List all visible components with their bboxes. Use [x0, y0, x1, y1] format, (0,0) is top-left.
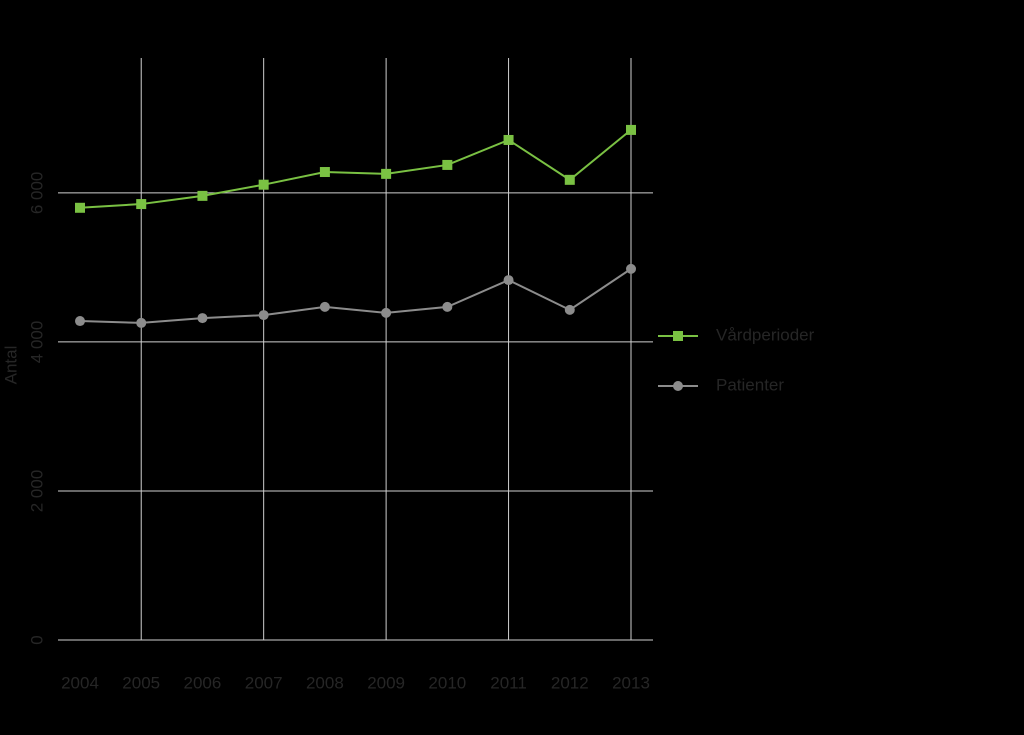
legend-label: Vårdperioder [716, 325, 815, 344]
y-tick-label: 4 000 [27, 321, 46, 364]
legend-marker [673, 381, 683, 391]
x-tick-label: 2008 [306, 673, 344, 692]
x-tick-label: 2007 [245, 673, 283, 692]
x-tick-label: 2006 [184, 673, 222, 692]
x-tick-label: 2013 [612, 673, 650, 692]
y-tick-label: 0 [27, 635, 46, 644]
point [564, 174, 575, 185]
point [381, 168, 392, 179]
x-tick-label: 2011 [490, 673, 527, 692]
y-axis-label: Antal [1, 346, 20, 385]
x-tick-label: 2005 [122, 673, 160, 692]
point [197, 190, 208, 201]
point [442, 301, 453, 312]
line [79, 129, 632, 209]
point [258, 179, 269, 190]
point [626, 124, 636, 135]
point [626, 263, 636, 274]
legend-label: Patienter [716, 375, 784, 394]
x-tick-label: 2010 [428, 673, 466, 692]
point [197, 313, 208, 324]
point [503, 134, 514, 145]
y-tick-label: 6 000 [27, 172, 46, 215]
point [136, 199, 147, 210]
point [319, 301, 330, 312]
point [381, 307, 392, 318]
point [319, 167, 330, 178]
point [442, 159, 453, 170]
point [564, 304, 575, 315]
x-tick-label: 2004 [61, 673, 99, 692]
x-tick-label: 2012 [551, 673, 589, 692]
point [503, 275, 514, 286]
point [136, 317, 147, 328]
y-tick-label: 2 000 [27, 470, 46, 513]
legend-marker [673, 331, 683, 341]
point [258, 310, 269, 321]
point [75, 202, 85, 213]
x-tick-label: 2009 [367, 673, 405, 692]
point [75, 316, 85, 327]
line [79, 268, 632, 324]
